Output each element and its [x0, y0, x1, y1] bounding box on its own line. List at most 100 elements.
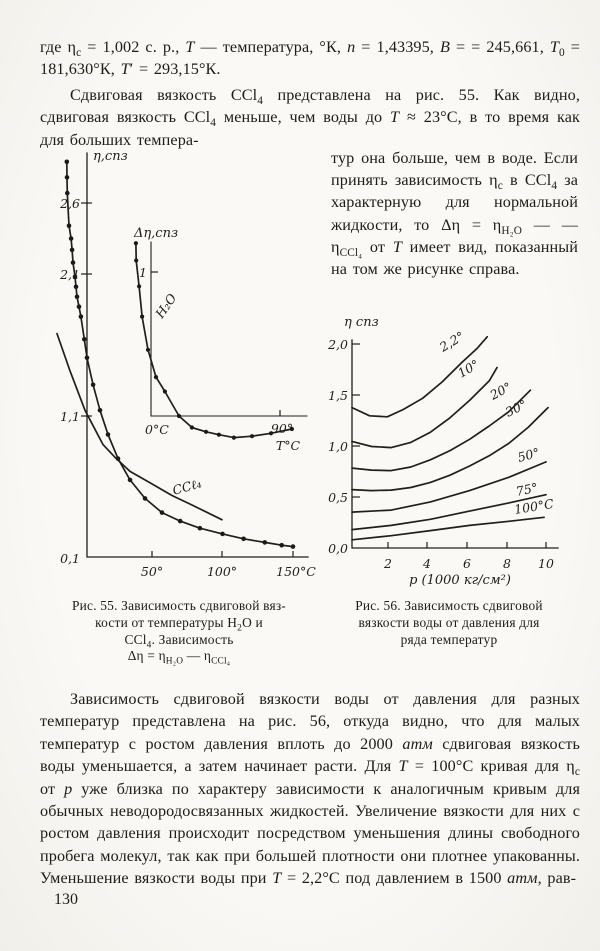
data-point-Δη: [189, 425, 194, 430]
fig56-curve-label-100: 100°C: [513, 496, 555, 517]
caption-line: CCl4. Зависимость: [124, 631, 234, 651]
fig55-ytick-2.1: 2,1: [59, 267, 80, 282]
fig56-x-axis-label: p (1000 кг/см²): [409, 573, 511, 588]
curve-10°: [351, 366, 498, 449]
caption-line: Рис. 56. Зависимость сдвиговой: [355, 598, 543, 613]
fig56-curve-label-50: 50°: [516, 445, 541, 465]
data-point-H₂O: [241, 536, 246, 542]
fig55-ytick-2.6: 2,6: [59, 196, 80, 211]
fig55-y-axis-label: η,спз: [93, 149, 128, 164]
fig56-ytick-1.0: 1,0: [328, 439, 348, 454]
data-point-H₂O: [74, 294, 80, 299]
paragraph-pressure-dependence: Зависимость сдвиговой вязкости воды от д…: [40, 690, 581, 888]
fig56-curves: [351, 335, 549, 541]
data-point-H₂O: [64, 159, 70, 165]
caption-line: Рис. 55. Зависимость сдвиговой вяз-: [72, 598, 286, 613]
fig55-xtick-50: 50°: [141, 564, 163, 579]
curve-75°: [351, 493, 547, 531]
fig55-ytick-0.1: 0,1: [60, 551, 80, 566]
data-point-H₂O: [177, 518, 183, 524]
fig55-water-curve-label: H₂O: [152, 291, 180, 322]
data-point-H₂O: [105, 432, 111, 437]
data-point-H₂O: [90, 382, 96, 388]
data-point-H₂O: [64, 175, 70, 180]
fig55-xtick-150: 150°C: [276, 564, 316, 579]
data-point-H₂O: [279, 542, 284, 548]
curve-Δη: [135, 242, 293, 439]
data-point-Δη: [268, 431, 274, 436]
data-point-H₂O: [142, 496, 148, 501]
figure-56-caption: Рис. 56. Зависимость сдвиговой вязкости …: [318, 598, 580, 648]
fig55-ytick-1.1: 1,1: [60, 409, 80, 424]
data-point-H₂O: [70, 260, 76, 265]
fig55-ccl4-curve-label: CCℓ₄: [171, 475, 203, 498]
data-point-Δη: [231, 435, 236, 440]
data-point-H₂O: [82, 337, 87, 342]
data-point-Δη: [137, 284, 142, 289]
data-point-H₂O: [69, 247, 75, 253]
data-point-Δη: [162, 389, 167, 394]
curve-50°: [351, 461, 547, 513]
fig56-ytick-1.5: 1,5: [328, 388, 348, 403]
fig55-inset: Δη,спз 1 0°C 90° T°C: [133, 226, 308, 453]
paragraph-formula-constants: где ηс = 1,002 с. р., T — температура, °…: [40, 38, 580, 79]
fig55-axes: [81, 152, 309, 558]
data-point-H₂O: [73, 284, 79, 290]
data-point-Δη: [133, 241, 138, 246]
caption-line: ряда температур: [400, 631, 498, 647]
figure-56-plot: η спз 2,0 1,5 1,0 0,5 0,0 2 4 6 8 10 p (…: [327, 315, 559, 588]
data-point-Δη: [176, 413, 182, 419]
caption-line: кости от температуры H2O и: [95, 614, 263, 634]
data-point-H₂O: [78, 314, 84, 319]
fig56-curve-label-2.2: 2,2°: [436, 328, 467, 355]
curve-CCl₄: [56, 332, 223, 521]
fig56-ytick-0.0: 0,0: [328, 541, 348, 556]
figure-55-caption: Рис. 55. Зависимость сдвиговой вяз- кост…: [46, 598, 312, 668]
fig56-curve-label-30: 30°: [503, 397, 529, 420]
data-point-Δη: [216, 432, 221, 437]
paragraph-shear-viscosity: Сдвиговая вязкость CCl4 представлена на …: [40, 86, 580, 149]
data-point-H₂O: [84, 355, 90, 361]
fig56-xtick-4: 4: [422, 556, 431, 571]
data-point-H₂O: [72, 274, 78, 280]
figure-55-plot: η,спз 2,6 2,1 1,1 0,1 50° 100° 150°C H₂O…: [56, 149, 316, 579]
data-point-H₂O: [97, 408, 103, 413]
fig56-ytick-2.0: 2,0: [327, 337, 348, 352]
fig55-inset-y-label: Δη,спз: [133, 226, 178, 241]
curve-30°: [351, 406, 549, 492]
data-point-H₂O: [66, 223, 72, 228]
fig56-curve-label-10: 10°: [455, 357, 482, 381]
fig55-inset-x-origin: 0°C: [145, 422, 169, 437]
fig55-inset-ytick-1: 1: [139, 265, 147, 280]
fig56-xtick-2: 2: [383, 556, 392, 571]
fig55-inset-x-label: T°C: [276, 438, 301, 453]
data-point-Δη: [145, 347, 151, 352]
paragraph-right-column: тур она больше, чем в воде. Если принять…: [331, 149, 578, 279]
data-point-Δη: [153, 375, 159, 380]
curve-20°: [351, 389, 532, 472]
data-point-H₂O: [159, 510, 165, 515]
fig56-y-axis-label: η спз: [344, 315, 379, 330]
fig55-inset-curve: [133, 241, 294, 440]
fig55-inset-xtick-90: 90°: [271, 421, 293, 436]
data-point-Δη: [134, 258, 139, 263]
fig56-ytick-0.5: 0,5: [328, 490, 348, 505]
data-point-H₂O: [262, 540, 268, 545]
data-point-H₂O: [76, 304, 82, 309]
data-point-H₂O: [290, 544, 296, 549]
data-point-Δη: [289, 426, 294, 432]
caption-line: вязкости воды от давления для: [358, 614, 540, 630]
data-point-H₂O: [127, 477, 133, 483]
curve-H₂O: [65, 160, 294, 548]
fig56-curve-label-75: 75°: [515, 480, 540, 499]
data-point-H₂O: [65, 190, 70, 196]
fig55-xtick-100: 100°: [207, 564, 237, 579]
fig56-xtick-10: 10: [538, 556, 554, 571]
caption-line: Δη = ηH₂O — ηCCl₄: [127, 648, 231, 668]
fig56-xtick-6: 6: [463, 556, 471, 571]
fig56-axes: [351, 339, 559, 549]
data-point-Δη: [249, 434, 255, 439]
data-point-H₂O: [68, 236, 74, 241]
curve-2,2°: [351, 335, 489, 418]
